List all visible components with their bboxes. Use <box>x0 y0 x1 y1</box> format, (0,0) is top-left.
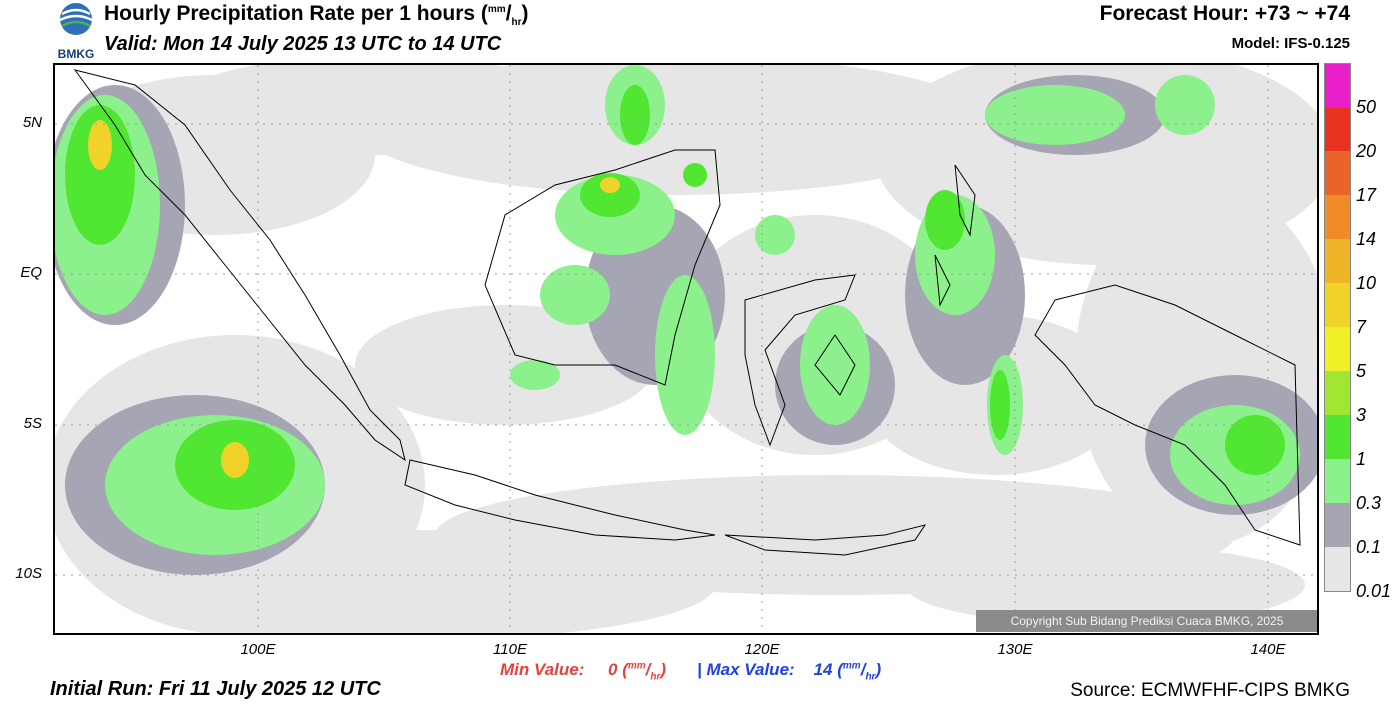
sulawesi-outline <box>744 274 856 447</box>
forecast-hour: Forecast Hour: +73 ~ +74 <box>1099 2 1350 25</box>
legend-swatch-20 <box>1325 108 1350 151</box>
legend-label-14: 14 <box>1356 229 1377 249</box>
legend-label-10: 10 <box>1356 273 1377 293</box>
map-canvas <box>55 65 1317 633</box>
lon-label-140e: 140E <box>1250 641 1286 658</box>
lat-label-10s: 10S <box>15 565 42 582</box>
min-value: Min Value: 0 (mm/hr) <box>500 660 667 683</box>
legend-swatch-14 <box>1325 195 1350 239</box>
new-guinea-outline <box>1034 284 1301 546</box>
lat-label-eq: EQ <box>20 264 42 281</box>
coastlines <box>73 69 1301 556</box>
legend-swatch-0-1 <box>1325 503 1350 547</box>
borneo-outline <box>484 149 721 386</box>
legend-swatch-10 <box>1325 239 1350 283</box>
valid-time: Valid: Mon 14 July 2025 13 UTC to 14 UTC <box>104 33 502 55</box>
model-name: Model: IFS-0.125 <box>1231 35 1350 52</box>
sumatra-outline <box>73 69 406 462</box>
legend-label-7: 7 <box>1356 317 1367 337</box>
data-source: Source: ECMWFHF-CIPS BMKG <box>1070 680 1350 701</box>
lon-label-120e: 120E <box>744 641 780 658</box>
legend-swatch-7 <box>1325 283 1350 327</box>
lon-label-100e: 100E <box>240 641 276 658</box>
legend-swatch-1 <box>1325 415 1350 459</box>
nusa-tenggara-outline <box>724 524 927 556</box>
legend-swatch-0-3 <box>1325 459 1350 503</box>
initial-run: Initial Run: Fri 11 July 2025 12 UTC <box>50 678 381 700</box>
legend-label-0-3: 0.3 <box>1356 493 1382 513</box>
lon-label-110e: 110E <box>493 641 527 658</box>
legend-swatch-5 <box>1325 327 1350 371</box>
legend-swatch-17 <box>1325 151 1350 195</box>
maluku-outline <box>934 164 976 307</box>
legend-colorbar <box>1324 63 1351 592</box>
legend-swatch-3 <box>1325 371 1350 415</box>
precipitation-map: Copyright Sub Bidang Prediksi Cuaca BMKG… <box>53 63 1319 635</box>
legend-label-17: 17 <box>1356 185 1377 205</box>
legend-label-5: 5 <box>1356 361 1367 381</box>
legend-swatch-50 <box>1325 64 1350 108</box>
max-value: | Max Value: 14 (mm/hr) <box>697 660 882 683</box>
lat-label-5n: 5N <box>22 114 42 131</box>
java-outline <box>404 459 716 541</box>
map-title: Hourly Precipitation Rate per 1 hours (m… <box>104 2 529 29</box>
rain-field-green <box>65 85 1285 510</box>
legend-swatch-0-01 <box>1325 547 1350 591</box>
lon-label-130e: 130E <box>997 641 1033 658</box>
legend-label-50: 50 <box>1356 97 1377 117</box>
legend-label-1: 1 <box>1356 449 1367 469</box>
legend-label-0-1: 0.1 <box>1356 537 1382 557</box>
map-gridlines <box>55 65 1317 633</box>
legend-label-20: 20 <box>1356 141 1377 161</box>
copyright-notice: Copyright Sub Bidang Prediksi Cuaca BMKG… <box>976 610 1317 632</box>
legend-label-0-01: 0.01 <box>1356 581 1392 601</box>
bmkg-logo: BMKG <box>58 3 95 60</box>
svg-text:BMKG: BMKG <box>58 47 95 60</box>
legend-label-3: 3 <box>1356 405 1367 425</box>
lat-label-5s: 5S <box>23 415 42 432</box>
rain-field-core <box>88 120 620 478</box>
